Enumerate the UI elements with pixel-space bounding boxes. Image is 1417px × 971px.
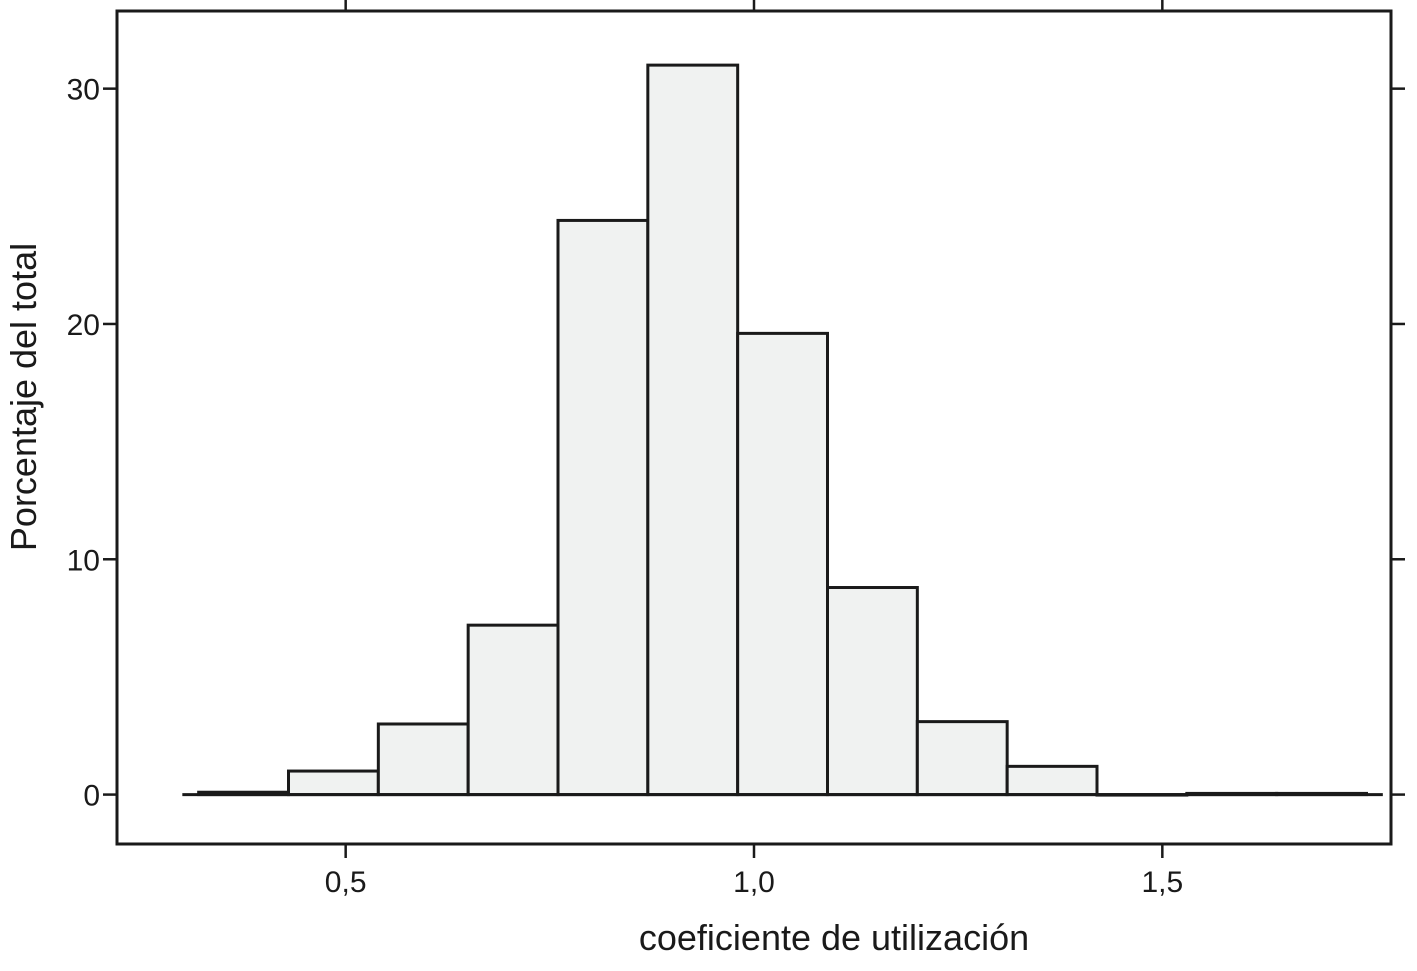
x-tick-label-3: 1,5 — [1141, 866, 1183, 899]
histogram-bar-4 — [466, 623, 560, 797]
y-tick-label-3: 20 — [67, 309, 100, 342]
y-axis-ticks: 0 10 20 30 — [67, 74, 1405, 813]
y-axis-title: Porcentaje del total — [3, 243, 44, 551]
histogram-bar-2 — [287, 769, 380, 797]
histogram-bar-8 — [826, 586, 919, 797]
x-axis-ticks: 0,5 1,0 1,5 — [325, 0, 1183, 899]
x-tick-label-1: 0,5 — [325, 866, 367, 899]
y-tick-label-1: 0 — [83, 780, 100, 813]
histogram-bar-3 — [376, 722, 470, 797]
histogram-bar-7 — [736, 331, 830, 797]
bars-group — [197, 63, 1368, 797]
histogram-bar-5 — [556, 218, 650, 797]
histogram-bar-10 — [1005, 764, 1099, 797]
y-tick-label-2: 10 — [67, 544, 100, 577]
y-tick-label-4: 30 — [67, 74, 100, 107]
histogram-bar-6 — [646, 63, 740, 797]
x-tick-label-2: 1,0 — [733, 866, 775, 899]
x-axis-title: coeficiente de utilización — [639, 917, 1029, 958]
histogram-bar-9 — [915, 720, 1009, 797]
